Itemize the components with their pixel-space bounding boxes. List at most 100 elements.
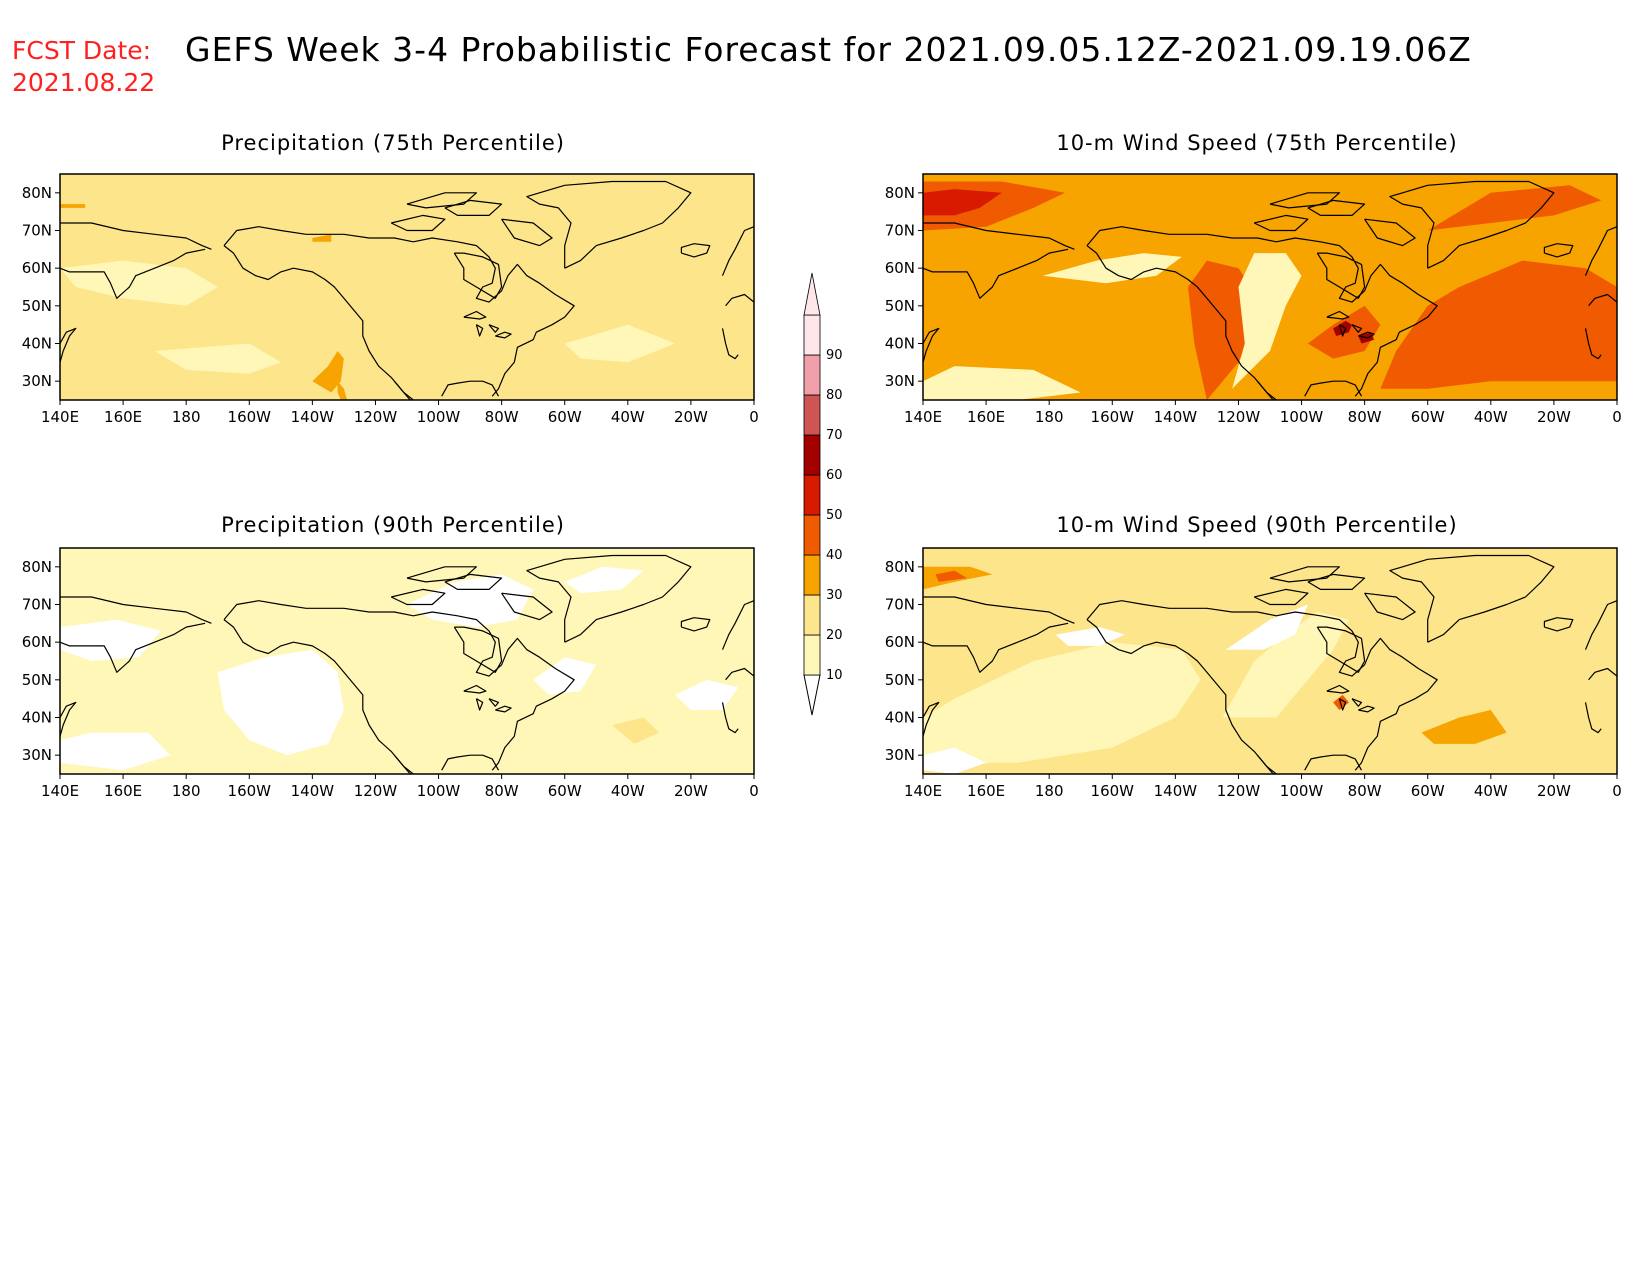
lat-tick-label: 30N	[22, 746, 52, 764]
coastline	[680, 617, 711, 632]
coastline	[495, 331, 512, 339]
colorbar-swatch	[803, 314, 821, 356]
coastline	[526, 180, 692, 269]
lat-tick-label: 50N	[885, 297, 915, 315]
coastline	[923, 222, 1075, 250]
coastline	[441, 380, 500, 397]
lat-tick-label: 40N	[885, 335, 915, 353]
coastline	[60, 701, 77, 737]
lat-tick-label: 40N	[885, 709, 915, 727]
map-frame	[922, 547, 1618, 775]
lon-tick-label: 80W	[485, 782, 519, 800]
lon-tick-label: 140W	[1154, 782, 1198, 800]
lon-tick-label: 140E	[41, 782, 79, 800]
shaded-region	[1421, 710, 1507, 744]
map-frame	[922, 173, 1618, 401]
coastline	[390, 588, 446, 606]
shaded-region	[923, 642, 1201, 763]
coastline	[223, 600, 575, 771]
coastline	[721, 328, 739, 360]
lon-tick-label: 20W	[1537, 782, 1571, 800]
panel-title-precip-90: Precipitation (90th Percentile)	[221, 513, 565, 537]
coastline	[1584, 226, 1617, 276]
lon-tick-label: 60W	[1411, 408, 1445, 426]
lon-tick-label: 40W	[1474, 782, 1508, 800]
map-panel-wind-90: 140E 160E 180 160W 140W 120W 100W 80W 60W 40W 20W 0…	[885, 547, 1622, 800]
coastline	[1086, 226, 1438, 397]
lon-tick-label: 180	[172, 408, 201, 426]
colorbar-swatch	[803, 434, 821, 476]
coastline	[1269, 192, 1341, 209]
coastline	[60, 248, 206, 299]
colorbar-swatch	[803, 474, 821, 516]
lon-tick-label: 140E	[41, 408, 79, 426]
shaded-region	[923, 366, 1081, 400]
coastline	[495, 705, 512, 713]
lon-tick-label: 0	[1612, 408, 1622, 426]
coastline	[1086, 619, 1277, 774]
coastline	[60, 327, 77, 363]
lon-tick-label: 180	[1035, 782, 1064, 800]
lat-tick-label: 50N	[22, 297, 52, 315]
lat-tick-label: 60N	[885, 633, 915, 651]
coastline	[1543, 617, 1574, 632]
lon-tick-label: 140E	[904, 782, 942, 800]
shaded-region	[1042, 253, 1182, 284]
coastline	[1256, 754, 1274, 774]
lon-tick-label: 140W	[291, 782, 335, 800]
lon-tick-label: 140W	[1154, 408, 1198, 426]
lat-tick-label: 30N	[22, 372, 52, 390]
coastline	[488, 324, 500, 333]
lon-tick-label: 160W	[228, 782, 272, 800]
lon-tick-label: 100W	[1280, 408, 1324, 426]
coastline	[1304, 754, 1363, 771]
coastline	[1326, 310, 1350, 320]
lon-tick-label: 160W	[1091, 408, 1135, 426]
coastline	[1588, 293, 1617, 307]
coastline	[223, 226, 575, 397]
lon-tick-label: 40W	[611, 782, 645, 800]
lon-tick-label: 120W	[354, 782, 398, 800]
coastline	[1316, 252, 1366, 299]
lon-tick-label: 40W	[611, 408, 645, 426]
colorbar-label: 70	[826, 428, 843, 443]
coastline	[721, 600, 754, 650]
coastline	[406, 192, 477, 209]
coastline	[680, 243, 711, 258]
shaded-region	[60, 732, 171, 771]
shaded-region	[312, 351, 344, 393]
lon-tick-label: 80W	[1348, 408, 1382, 426]
lon-tick-label: 160W	[228, 408, 272, 426]
lon-tick-label: 0	[749, 408, 759, 426]
shaded-region	[1333, 320, 1352, 336]
colorbar-label: 60	[826, 468, 843, 483]
colorbar-swatch	[803, 394, 821, 436]
coastline	[721, 702, 739, 734]
lat-tick-label: 40N	[22, 335, 52, 353]
shaded-region	[612, 717, 660, 744]
shaded-region	[1380, 260, 1617, 389]
coastline	[441, 754, 500, 771]
shaded-region	[154, 343, 281, 374]
colorbar-swatch	[803, 594, 821, 636]
lon-tick-label: 140W	[291, 408, 335, 426]
lon-tick-label: 160E	[104, 408, 142, 426]
colorbar-swatch	[803, 354, 821, 396]
coastline	[1584, 702, 1602, 734]
lon-tick-label: 100W	[417, 782, 461, 800]
coastline	[1364, 592, 1416, 621]
coastline	[501, 218, 553, 247]
panel-title-precip-75: Precipitation (75th Percentile)	[221, 131, 565, 155]
coastline	[1086, 245, 1277, 400]
coastline	[1326, 684, 1350, 694]
shaded-region	[1225, 604, 1308, 650]
colorbar-swatch	[803, 634, 821, 676]
shaded-region	[1427, 185, 1602, 231]
coastline	[453, 626, 503, 673]
coastline	[60, 596, 212, 624]
coastline	[1351, 324, 1363, 333]
lon-tick-label: 60W	[548, 782, 582, 800]
coastline	[1584, 328, 1602, 360]
coastline	[463, 684, 487, 694]
coastline	[1358, 705, 1375, 713]
